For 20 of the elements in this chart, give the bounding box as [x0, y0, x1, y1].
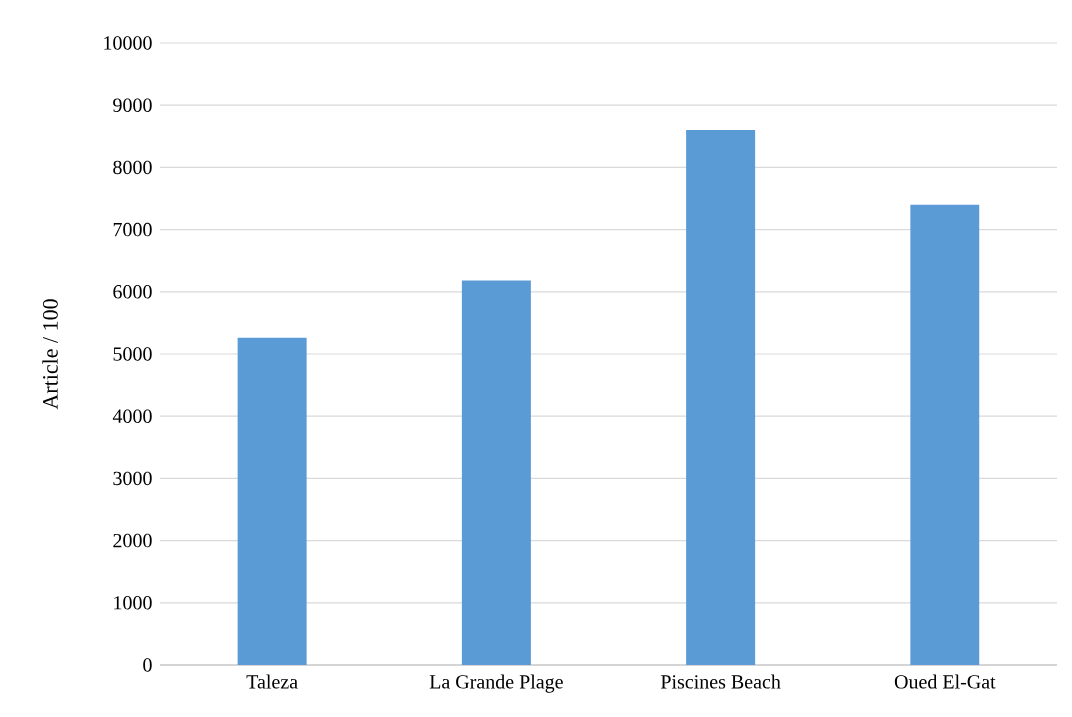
bar: [686, 130, 756, 665]
bar: [910, 204, 980, 665]
x-tick-label: Piscines Beach: [660, 674, 781, 689]
y-tick-label: 3000: [113, 471, 152, 486]
y-tick-label: 5000: [113, 347, 152, 361]
y-tick-label: 8000: [113, 160, 152, 175]
x-tick-label: La Grande Plage: [429, 674, 563, 693]
x-tick-label: Taleza: [246, 674, 298, 689]
x-tick-label: Oued El-Gat: [894, 674, 996, 689]
y-tick-label: 10000: [104, 36, 152, 50]
bar: [237, 337, 307, 665]
y-tick-label: 1000: [114, 596, 152, 610]
bar: [461, 280, 531, 665]
y-tick-label: 7000: [113, 222, 152, 237]
y-tick-label: 6000: [113, 285, 152, 299]
y-tick-label: 2000: [113, 533, 152, 548]
y-tick-label: 0: [143, 658, 152, 672]
y-axis-title: Article / 100: [42, 299, 58, 410]
y-tick-label: 4000: [112, 409, 152, 423]
y-tick-label: 9000: [113, 98, 152, 112]
